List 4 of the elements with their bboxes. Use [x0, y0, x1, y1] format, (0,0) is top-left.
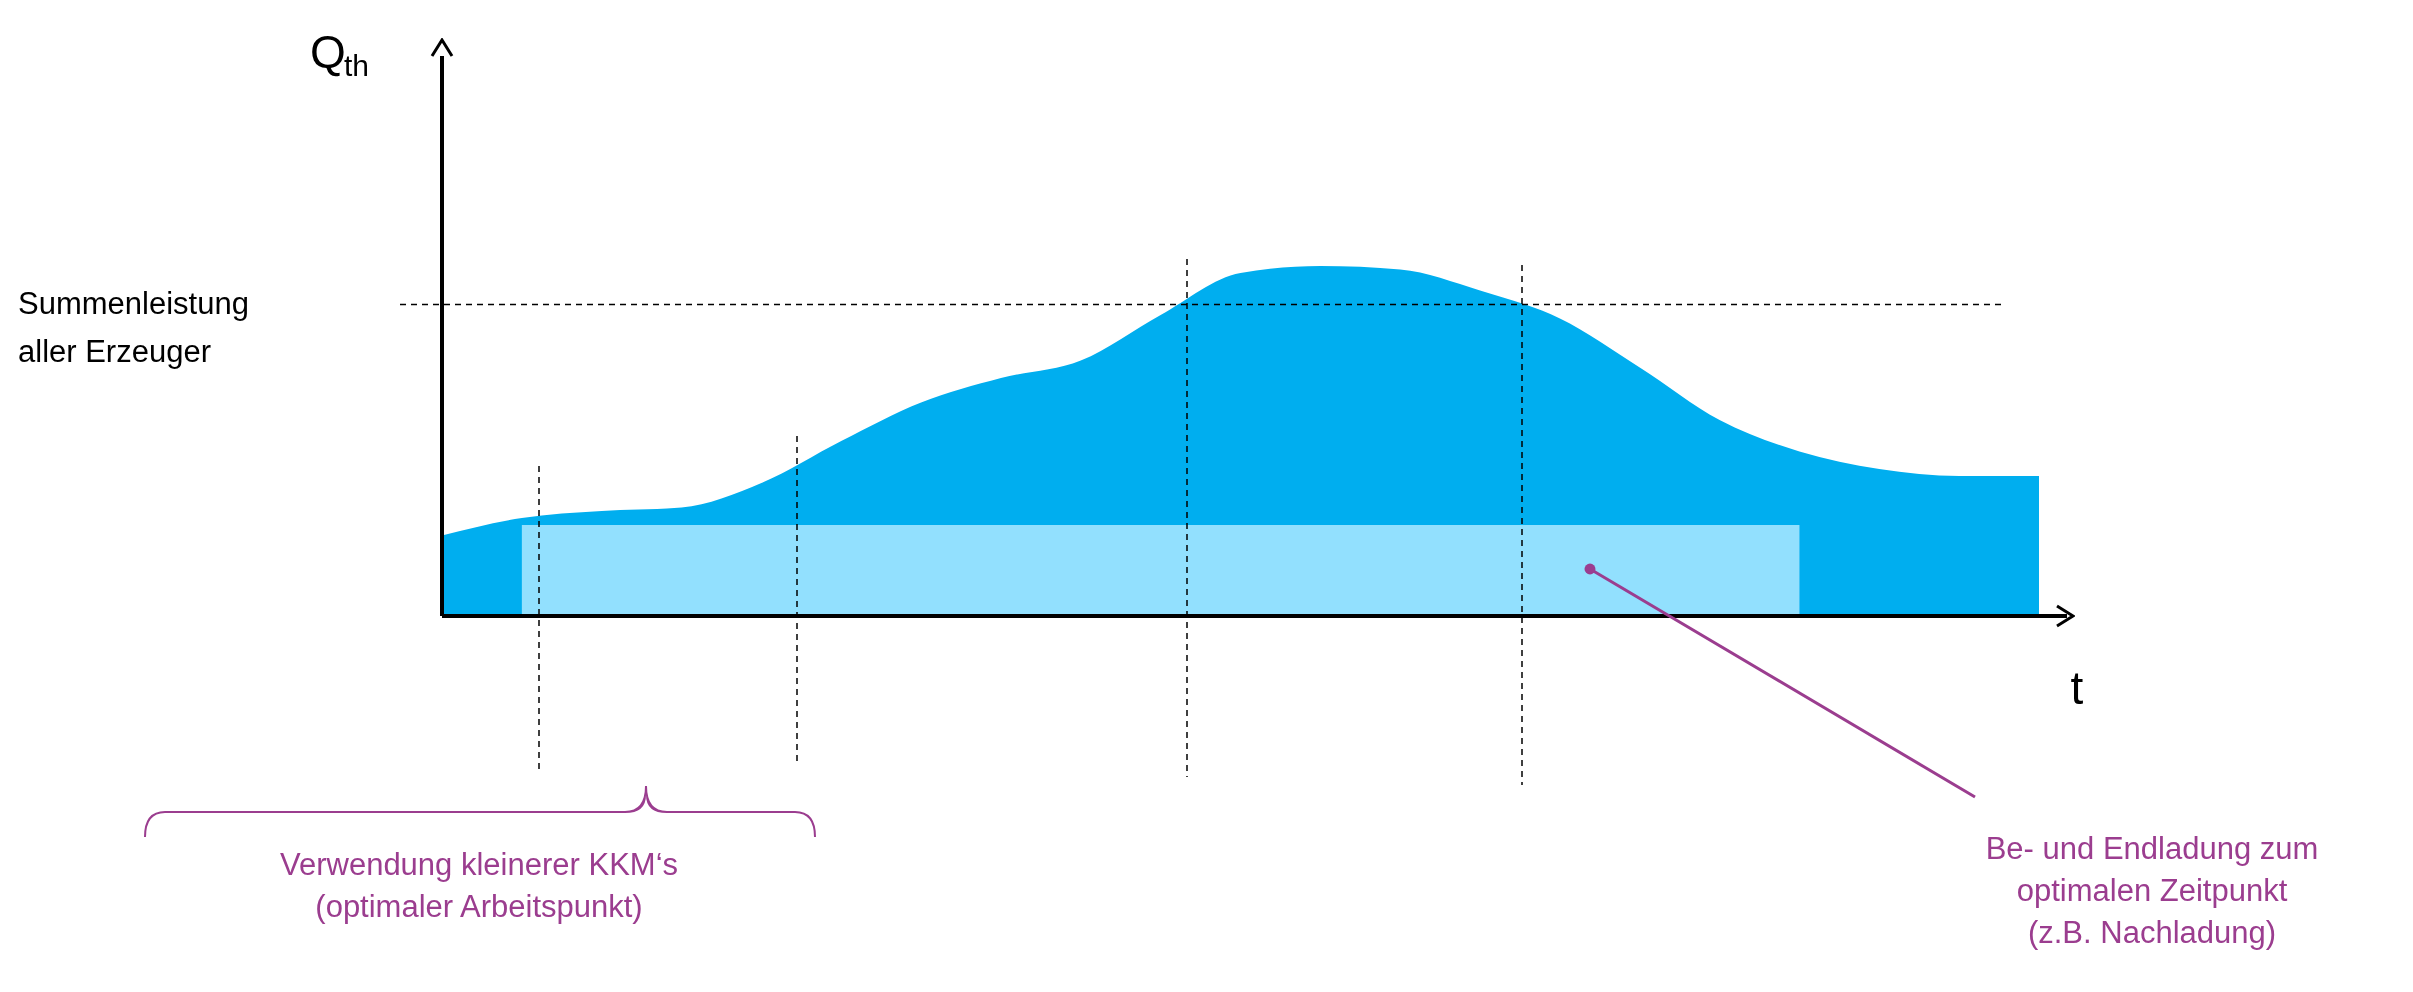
- text: Be- und Endladung zum optimalen Zeitpunkt (z.B. Nachladung): [1985, 831, 2319, 950]
- ref-line-label: Summenleistung aller Erzeuger: [18, 285, 249, 369]
- x-axis-title: t: [2070, 662, 2084, 714]
- text: Verwendung kleinerer KKM‘s (optimaler Arbeitspunkt): [279, 847, 679, 924]
